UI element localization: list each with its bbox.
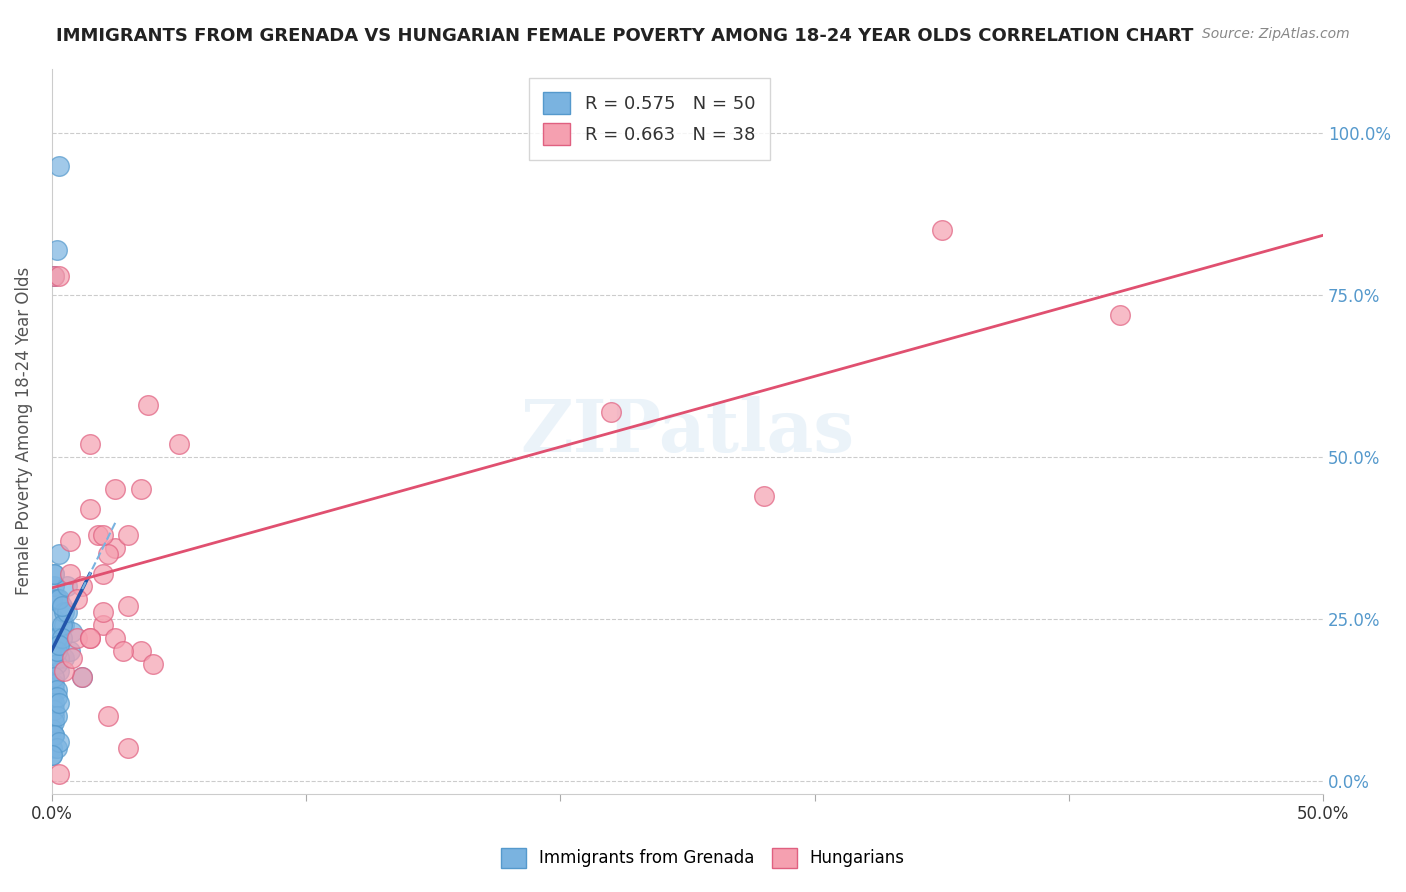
Point (44, 268, 66, 283)
Point (97, 709, 120, 723)
Point (48, 735, 70, 749)
Point (41, 747, 63, 762)
Point (58, 534, 80, 549)
Point (44, 728, 66, 742)
Point (86, 527, 108, 541)
Point (45, 243, 67, 257)
Point (51, 632, 73, 646)
Point (53, 618, 76, 632)
Point (41, 592, 63, 607)
Point (91, 527, 114, 541)
Point (48, 547, 70, 561)
Point (752, 489, 775, 503)
Point (53, 650, 76, 665)
Point (48, 650, 70, 665)
Point (41, 722, 63, 736)
Point (45, 657, 67, 672)
Point (117, 527, 139, 541)
Point (79, 632, 101, 646)
Point (45, 644, 67, 658)
Point (48, 268, 70, 283)
Point (104, 483, 127, 497)
Point (91, 618, 114, 632)
Point (66, 592, 89, 607)
Point (48, 664, 70, 678)
Point (48, 638, 70, 652)
Point (72, 670, 94, 684)
Point (44, 728, 66, 742)
Point (41, 696, 63, 710)
Point (44, 676, 66, 690)
Point (45, 683, 67, 698)
Point (51, 618, 73, 632)
Point (44, 579, 66, 593)
Point (41, 741, 63, 756)
Point (51, 599, 73, 613)
Point (58, 644, 80, 658)
Point (44, 696, 66, 710)
Point (129, 483, 152, 497)
Point (111, 644, 134, 658)
Point (44, 715, 66, 730)
Point (91, 566, 114, 581)
Point (41, 747, 63, 762)
Text: Source: ZipAtlas.com: Source: ZipAtlas.com (1202, 27, 1350, 41)
Point (48, 592, 70, 607)
Point (48, 632, 70, 646)
Point (104, 541, 127, 555)
Point (56, 579, 79, 593)
Point (60, 650, 83, 665)
Point (45, 741, 67, 756)
Text: ZIPatlas: ZIPatlas (520, 395, 855, 467)
Point (931, 223, 953, 237)
Point (1108, 308, 1130, 322)
Point (48, 159, 70, 173)
Point (44, 268, 66, 283)
Point (129, 644, 152, 658)
Legend: Immigrants from Grenada, Hungarians: Immigrants from Grenada, Hungarians (495, 841, 911, 875)
Point (72, 670, 94, 684)
Point (53, 664, 76, 678)
Point (44, 702, 66, 716)
Point (79, 632, 101, 646)
Point (58, 566, 80, 581)
Point (44, 683, 66, 698)
Point (91, 606, 114, 620)
Point (45, 632, 67, 646)
Point (97, 547, 120, 561)
Y-axis label: Female Poverty Among 18-24 Year Olds: Female Poverty Among 18-24 Year Olds (15, 267, 32, 595)
Point (138, 398, 160, 412)
Point (48, 696, 70, 710)
Point (45, 709, 67, 723)
Point (79, 437, 101, 451)
Text: IMMIGRANTS FROM GRENADA VS HUNGARIAN FEMALE POVERTY AMONG 18-24 YEAR OLDS CORREL: IMMIGRANTS FROM GRENADA VS HUNGARIAN FEM… (56, 27, 1194, 45)
Point (44, 566, 66, 581)
Point (53, 606, 76, 620)
Point (45, 690, 67, 704)
Point (44, 566, 66, 581)
Point (60, 624, 83, 639)
Point (117, 599, 139, 613)
Point (167, 437, 190, 451)
Point (66, 632, 89, 646)
Point (44, 670, 66, 684)
Point (600, 405, 623, 419)
Point (56, 606, 79, 620)
Point (44, 709, 66, 723)
Point (72, 579, 94, 593)
Point (45, 592, 67, 607)
Legend: R = 0.575   N = 50, R = 0.663   N = 38: R = 0.575 N = 50, R = 0.663 N = 38 (529, 78, 769, 160)
Point (41, 632, 63, 646)
Point (48, 767, 70, 781)
Point (79, 501, 101, 516)
Point (142, 657, 165, 672)
Point (44, 612, 66, 626)
Point (104, 632, 127, 646)
Point (117, 741, 139, 756)
